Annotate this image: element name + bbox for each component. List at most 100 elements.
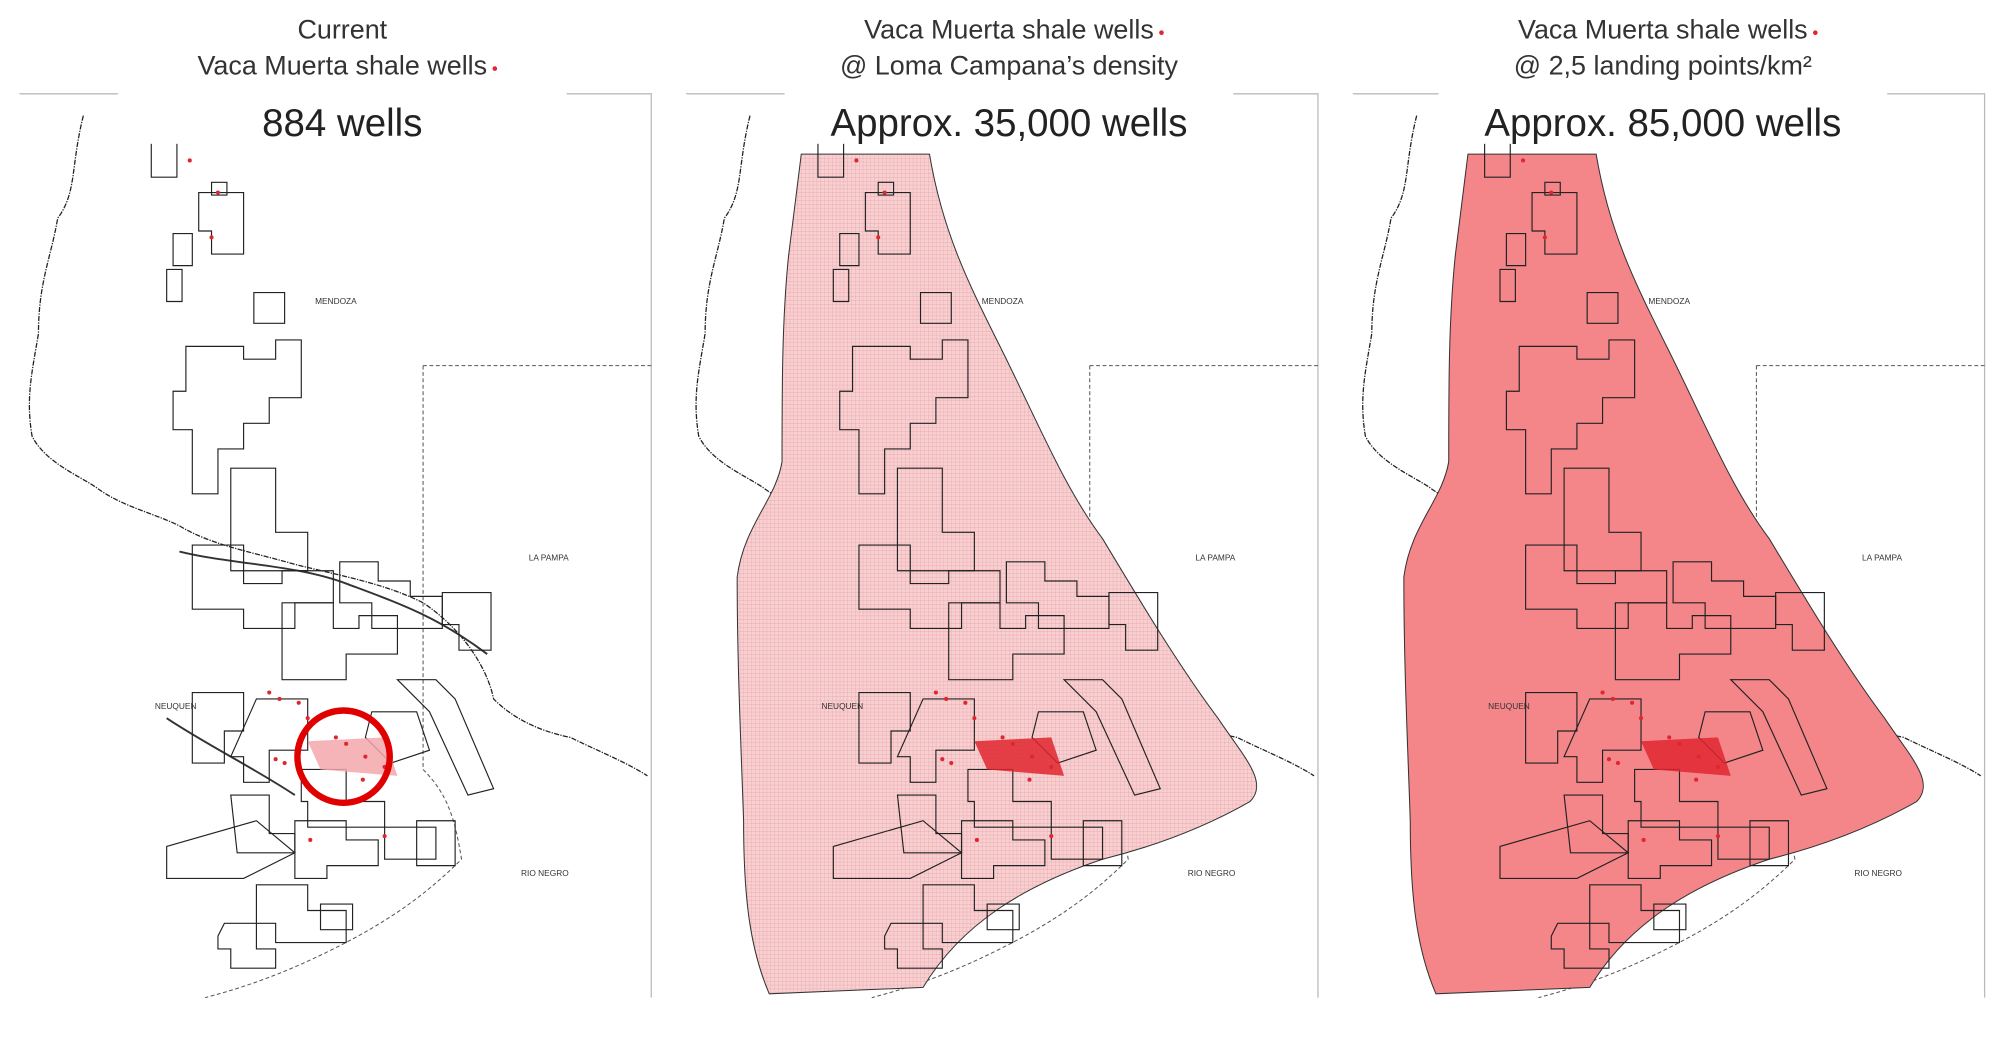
concession-block [339,561,443,630]
concession-block [319,903,354,931]
concession-block [1544,181,1561,196]
well-dot [876,235,881,240]
region-label: MENDOZA [982,296,1024,306]
panel-title-line: Vaca Muerta shale wells [864,15,1154,45]
region-label: NEUQUEN [1488,701,1530,711]
well-dot [1027,777,1032,782]
region-label: MENDOZA [1648,296,1690,306]
concession-block [1499,820,1630,880]
region-label: MENDOZA [315,296,357,306]
shale-area [1403,153,1924,995]
well-dot [382,834,387,839]
concession-block [1698,711,1764,764]
concession-block [896,698,975,783]
well-dot [187,158,192,163]
concession-block [1525,691,1578,764]
header-background [784,0,1234,144]
well-dot [882,190,887,195]
well-dot [1715,834,1720,839]
concession-block [832,268,850,303]
concession-block [1729,679,1828,796]
well-dot [963,700,968,705]
region-label: NEUQUEN [821,701,863,711]
well-dot [974,837,979,843]
well-dot [282,761,287,766]
panel-title-line: @ 2,5 landing points/km² [1514,51,1812,81]
concession-block [230,467,309,572]
legend-well-dot [1813,30,1818,35]
loma-campana-wells [974,737,1065,776]
loma-campana-wells [307,737,398,776]
concession-block [986,903,1020,931]
concession-block [172,339,302,495]
concession-block [960,820,1046,880]
concession-block [253,291,286,324]
concession-block [1749,820,1790,867]
well-dot [363,754,368,759]
well-dot [215,190,220,195]
concession-block [364,711,431,764]
concession-block [896,467,975,572]
legend-well-dot [492,66,498,71]
concession-block [416,820,456,867]
well-dot [1667,735,1672,740]
map-panel: MENDOZA LA PAMPA NEUQUEN RIO NEGRO Vaca Muer… [685,0,1319,999]
concession-block [1082,820,1123,867]
concession-block [217,922,277,969]
concession-block [294,820,379,880]
concession-block [1627,820,1713,880]
concession-block [839,232,860,267]
well-dot [209,235,214,240]
well-dot [1615,761,1620,766]
well-count: 884 wells [262,102,422,145]
well-dot [1641,837,1646,843]
concession-block [396,679,495,796]
well-dot [1600,690,1605,695]
well-count: Approx. 85,000 wells [1484,102,1841,145]
well-dot [1030,754,1035,759]
concession-block [198,191,245,255]
panel-title-line: @ Loma Campana’s density [840,51,1178,81]
well-dot [972,716,977,721]
well-dot [344,741,349,746]
well-dot [1010,741,1015,746]
panel-title-line: Vaca Muerta shale wells [1518,15,1808,45]
concession-block [300,768,386,828]
well-dot [1521,158,1526,163]
concession-block [1062,679,1162,796]
well-dot [949,761,954,766]
concession-block [210,181,228,196]
concession-block [1499,268,1516,303]
map-panel: MENDOZA LA PAMPA NEUQUEN RIO NEGRO Current Va… [18,0,652,999]
panel-title-line: Current [297,15,387,45]
well-dot [1696,754,1701,759]
concession-block [1505,232,1527,267]
well-count: Approx. 35,000 wells [830,102,1187,145]
well-dot [305,716,310,721]
concession-block [884,922,943,969]
well-dot [360,777,365,782]
concession-block [1108,591,1159,651]
header-background [1438,0,1888,144]
well-dot [1549,190,1554,195]
well-dot [1677,741,1682,746]
well-dot [308,837,313,843]
region-label: LA PAMPA [1195,552,1235,562]
region-label: LA PAMPA [1862,552,1902,562]
concession-block [839,339,969,495]
concession-block [150,138,178,178]
region-label: NEUQUEN [155,701,197,711]
well-dot [1715,764,1720,769]
panel-frame [19,93,652,998]
concession-block [191,691,245,764]
well-dot [1694,777,1699,782]
well-dot [854,158,859,163]
well-dot [1049,834,1054,839]
region-label: RIO NEGRO [521,868,569,878]
concession-block [922,884,1014,944]
concession-block [864,191,911,255]
well-dot [267,690,272,695]
well-dot [1049,764,1054,769]
